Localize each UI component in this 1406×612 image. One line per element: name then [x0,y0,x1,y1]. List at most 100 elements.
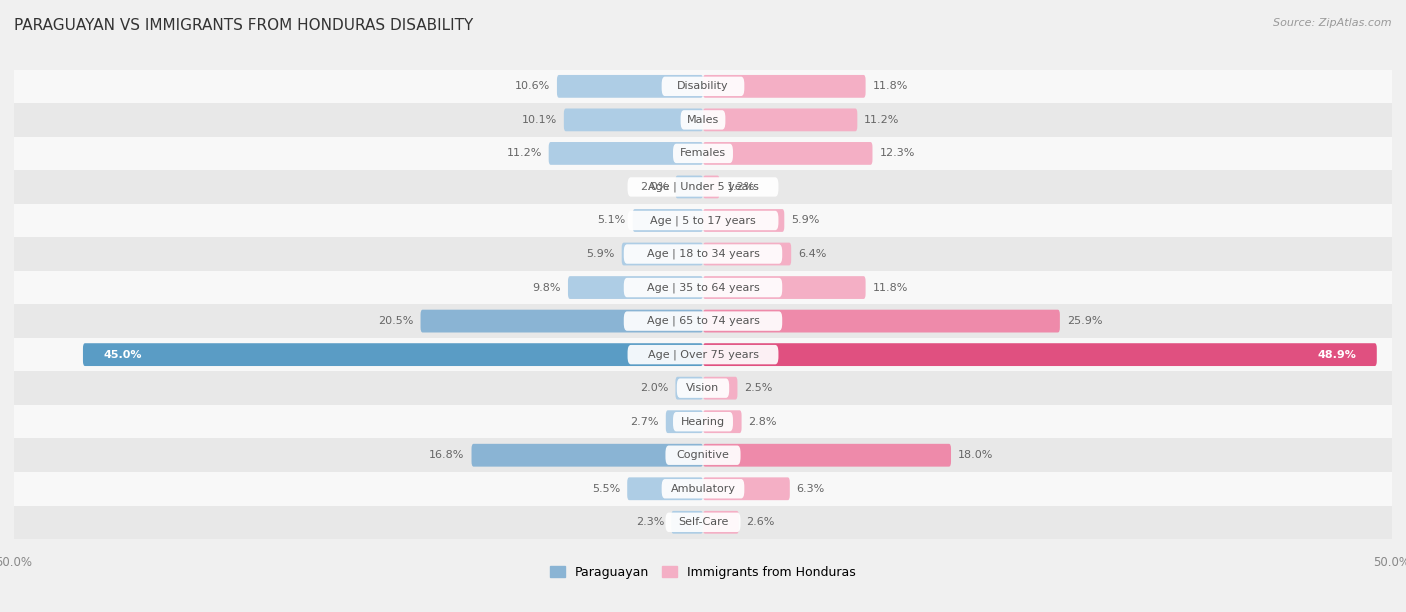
Text: 10.6%: 10.6% [515,81,550,91]
Text: Age | 65 to 74 years: Age | 65 to 74 years [647,316,759,326]
Text: 2.6%: 2.6% [745,517,775,528]
FancyBboxPatch shape [703,310,1060,332]
FancyBboxPatch shape [675,176,703,198]
FancyBboxPatch shape [703,142,873,165]
Text: Age | 5 to 17 years: Age | 5 to 17 years [650,215,756,226]
FancyBboxPatch shape [703,343,1376,366]
Text: Hearing: Hearing [681,417,725,427]
Text: Cognitive: Cognitive [676,450,730,460]
FancyBboxPatch shape [666,410,703,433]
Text: 5.5%: 5.5% [592,483,620,494]
FancyBboxPatch shape [627,177,779,196]
Text: Source: ZipAtlas.com: Source: ZipAtlas.com [1274,18,1392,28]
Bar [14,371,1392,405]
Text: 5.9%: 5.9% [792,215,820,225]
Text: 16.8%: 16.8% [429,450,464,460]
FancyBboxPatch shape [703,276,866,299]
Text: Disability: Disability [678,81,728,91]
Text: Age | 35 to 64 years: Age | 35 to 64 years [647,282,759,293]
FancyBboxPatch shape [621,242,703,266]
Text: 25.9%: 25.9% [1067,316,1102,326]
FancyBboxPatch shape [703,209,785,232]
Text: 18.0%: 18.0% [957,450,993,460]
FancyBboxPatch shape [633,209,703,232]
FancyBboxPatch shape [564,108,703,132]
Text: 5.9%: 5.9% [586,249,614,259]
FancyBboxPatch shape [703,176,720,198]
FancyBboxPatch shape [624,244,782,264]
FancyBboxPatch shape [703,75,866,98]
FancyBboxPatch shape [703,477,790,500]
FancyBboxPatch shape [665,513,741,532]
FancyBboxPatch shape [627,211,779,230]
Bar [14,103,1392,136]
Text: 12.3%: 12.3% [879,149,915,159]
Text: PARAGUAYAN VS IMMIGRANTS FROM HONDURAS DISABILITY: PARAGUAYAN VS IMMIGRANTS FROM HONDURAS D… [14,18,474,34]
FancyBboxPatch shape [675,377,703,400]
FancyBboxPatch shape [627,477,703,500]
Text: 2.0%: 2.0% [640,383,669,393]
Legend: Paraguayan, Immigrants from Honduras: Paraguayan, Immigrants from Honduras [546,561,860,584]
Bar [14,506,1392,539]
FancyBboxPatch shape [703,242,792,266]
FancyBboxPatch shape [671,511,703,534]
FancyBboxPatch shape [568,276,703,299]
FancyBboxPatch shape [662,76,744,96]
Bar [14,405,1392,438]
FancyBboxPatch shape [703,511,738,534]
Text: Vision: Vision [686,383,720,393]
FancyBboxPatch shape [703,108,858,132]
Text: 5.1%: 5.1% [598,215,626,225]
FancyBboxPatch shape [471,444,703,466]
FancyBboxPatch shape [673,412,733,431]
Bar [14,438,1392,472]
Bar [14,70,1392,103]
Text: Males: Males [688,115,718,125]
Text: 2.8%: 2.8% [748,417,778,427]
Text: 2.0%: 2.0% [640,182,669,192]
FancyBboxPatch shape [624,278,782,297]
Text: 20.5%: 20.5% [378,316,413,326]
Text: Age | Over 75 years: Age | Over 75 years [648,349,758,360]
Bar [14,271,1392,304]
Bar [14,170,1392,204]
Bar [14,472,1392,506]
FancyBboxPatch shape [703,444,950,466]
Text: 10.1%: 10.1% [522,115,557,125]
Text: 2.5%: 2.5% [744,383,773,393]
Bar [14,204,1392,237]
FancyBboxPatch shape [681,110,725,130]
FancyBboxPatch shape [665,446,741,465]
Text: Females: Females [681,149,725,159]
Text: 48.9%: 48.9% [1317,349,1357,360]
FancyBboxPatch shape [420,310,703,332]
Text: 2.3%: 2.3% [636,517,665,528]
Bar [14,237,1392,271]
FancyBboxPatch shape [624,312,782,330]
Text: 1.2%: 1.2% [727,182,755,192]
Text: 6.4%: 6.4% [799,249,827,259]
FancyBboxPatch shape [703,377,738,400]
FancyBboxPatch shape [548,142,703,165]
Text: 6.3%: 6.3% [797,483,825,494]
FancyBboxPatch shape [557,75,703,98]
Text: 45.0%: 45.0% [104,349,142,360]
Text: 11.8%: 11.8% [873,81,908,91]
Text: Ambulatory: Ambulatory [671,483,735,494]
Text: Self-Care: Self-Care [678,517,728,528]
FancyBboxPatch shape [673,144,733,163]
Text: 11.2%: 11.2% [865,115,900,125]
Text: 2.7%: 2.7% [630,417,659,427]
Text: Age | 18 to 34 years: Age | 18 to 34 years [647,248,759,259]
FancyBboxPatch shape [676,378,730,398]
FancyBboxPatch shape [703,410,741,433]
Bar [14,136,1392,170]
FancyBboxPatch shape [627,345,779,364]
Text: 11.2%: 11.2% [506,149,541,159]
Bar [14,338,1392,371]
FancyBboxPatch shape [83,343,703,366]
Bar [14,304,1392,338]
Text: 9.8%: 9.8% [533,283,561,293]
FancyBboxPatch shape [662,479,744,498]
Text: Age | Under 5 years: Age | Under 5 years [648,182,758,192]
